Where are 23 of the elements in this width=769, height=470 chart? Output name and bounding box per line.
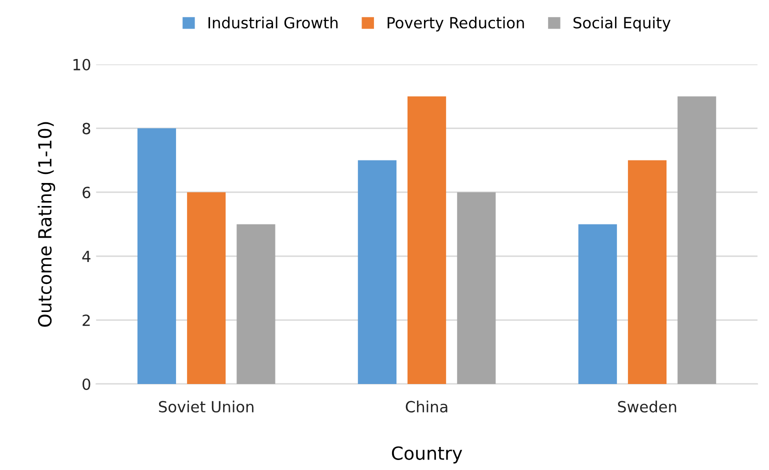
bar <box>457 192 496 384</box>
x-axis-title: Country <box>392 446 462 464</box>
bar <box>678 96 716 384</box>
y-tick-label: 4 <box>82 250 90 262</box>
bar <box>187 192 226 384</box>
bar <box>137 128 176 384</box>
x-tick-label: Soviet Union <box>158 400 254 412</box>
bar <box>628 160 667 384</box>
y-tick-label: 10 <box>74 58 90 70</box>
x-tick-label: Sweden <box>618 400 676 412</box>
y-tick-label: 8 <box>82 122 90 134</box>
bar <box>236 224 276 384</box>
legend-label: Industrial Growth <box>208 16 338 29</box>
x-tick-label: China <box>406 400 448 412</box>
bar <box>578 224 617 384</box>
y-tick-label: 6 <box>82 186 90 198</box>
bar <box>358 160 396 384</box>
bar <box>408 96 446 384</box>
legend-label: Poverty Reduction <box>388 16 524 32</box>
y-axis-title: Outcome Rating (1-10) <box>38 122 56 327</box>
y-tick-label: 0 <box>82 378 90 390</box>
y-tick-label: 2 <box>82 314 90 326</box>
legend-label: Social Equity <box>574 16 671 32</box>
